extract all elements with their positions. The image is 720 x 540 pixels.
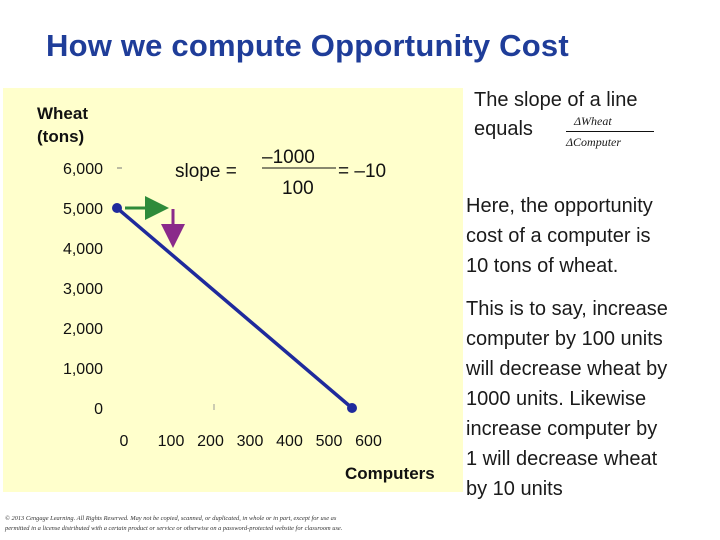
slope-denominator: 100 (282, 178, 314, 199)
y-tick-group: 0 1,000 2,000 3,000 4,000 5,000 6,000 (63, 161, 122, 418)
slide-title: How we compute Opportunity Cost (46, 28, 569, 63)
x-tick-label: 600 (355, 433, 382, 450)
slope-intro-line1: The slope of a line (474, 89, 638, 111)
x-tick-label: 500 (316, 433, 343, 450)
ppf-point (347, 403, 357, 413)
explanation-para2-line5: increase computer by (466, 418, 658, 440)
x-axis-label: Computers (345, 464, 435, 483)
x-tick-label: 0 (120, 433, 129, 450)
x-tick-label: 200 (197, 433, 224, 450)
series-group (112, 203, 357, 413)
y-tick-label: 6,000 (63, 161, 103, 178)
chart-panel (3, 88, 463, 492)
formula-denominator: ΔComputer (566, 135, 622, 149)
y-axis-label-line2: (tons) (37, 127, 84, 146)
slope-equals: = –10 (338, 161, 386, 182)
x-tick-label: 300 (237, 433, 264, 450)
copyright-line1: © 2013 Cengage Learning. All Rights Rese… (5, 515, 337, 522)
ppf-line (115, 206, 354, 410)
x-tick-label: 100 (158, 433, 185, 450)
x-tick-group: 0 100 200 300 400 500 600 (120, 404, 382, 450)
slope-numerator: –1000 (262, 147, 315, 168)
copyright-notice: © 2013 Cengage Learning. All Rights Rese… (5, 514, 445, 534)
explanation-para1-line2: cost of a computer is (466, 225, 651, 247)
explanation-para2-line2: computer by 100 units (466, 328, 663, 350)
explanation-para2-line6: 1 will decrease wheat (466, 448, 658, 470)
y-tick-label: 1,000 (63, 361, 103, 378)
explanation-para1-line3: 10 tons of wheat. (466, 255, 619, 277)
y-tick-label: 2,000 (63, 321, 103, 338)
formula-bar (566, 131, 654, 132)
ppf-point (112, 203, 122, 213)
explanation-para2-line1: This is to say, increase (466, 298, 668, 320)
x-tick-label: 400 (276, 433, 303, 450)
y-tick-label: 3,000 (63, 281, 103, 298)
explanation-para2-line3: will decrease wheat by (466, 358, 668, 380)
slope-arrows (125, 196, 185, 248)
explanation-para2-line7: by 10 units (466, 478, 563, 500)
formula-numerator: ΔWheat (574, 114, 612, 128)
slope-intro-line2: equals (474, 118, 533, 140)
y-tick-label: 4,000 (63, 241, 103, 258)
slope-prefix: slope = (175, 161, 237, 182)
explanation-para1-line1: Here, the opportunity (466, 195, 653, 217)
y-axis-label-line1: Wheat (37, 104, 88, 123)
y-tick-label: 5,000 (63, 201, 103, 218)
explanation-para2-line4: 1000 units. Likewise (466, 388, 647, 410)
copyright-line2: permitted in a license distributed with … (5, 525, 343, 532)
y-tick-label: 0 (94, 401, 103, 418)
